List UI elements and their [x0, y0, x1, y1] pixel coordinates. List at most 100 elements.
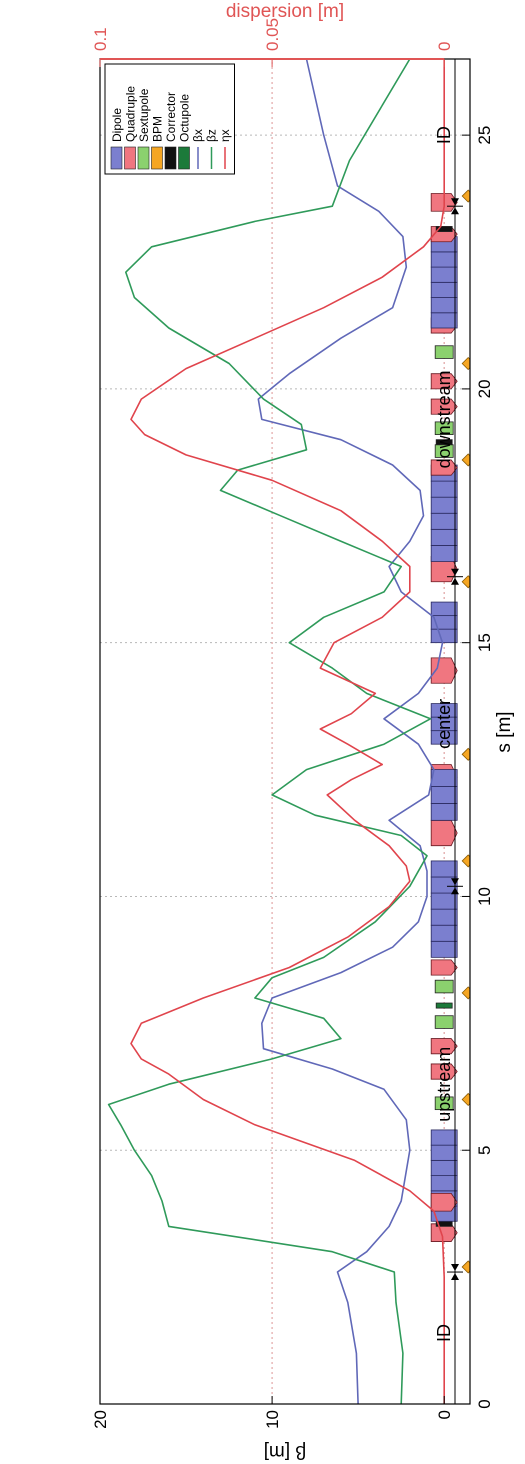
dipole-cell: [430, 940, 458, 958]
lattice-elements: [430, 189, 470, 1274]
y-tick-label: 10: [263, 1410, 282, 1429]
bpm-marker: [461, 747, 470, 761]
arrow-right: [451, 878, 459, 886]
x-tick-label: 0: [475, 1399, 494, 1408]
optics-curves: [107, 59, 446, 1404]
quadrupole-element: [430, 1038, 458, 1055]
bpm-marker: [461, 854, 470, 868]
right-tick-label: 0: [435, 42, 454, 51]
legend-swatch: [164, 146, 177, 170]
x-tick-label: 10: [475, 887, 494, 906]
bpm-marker: [461, 453, 470, 467]
arrow-right: [451, 1264, 459, 1272]
quadrupole-element: [430, 819, 458, 847]
quadrupole-element: [430, 1223, 458, 1242]
legend-label: Octupole: [178, 94, 192, 142]
octupole-element: [435, 1002, 453, 1009]
right-tick-label: 0.1: [91, 27, 110, 51]
dipole-cell: [430, 769, 458, 787]
sextupole-element: [434, 979, 454, 994]
section-label: ID: [434, 126, 454, 144]
dipole-cell: [430, 892, 458, 910]
legend: Dipole Quadruple Sextupole BPM Corrector Octu…: [104, 63, 235, 175]
dipole-cell: [430, 266, 458, 283]
dipole-cell: [430, 1159, 458, 1177]
dipole-cell: [430, 908, 458, 926]
beta_z-line: [107, 59, 432, 1404]
bpm-marker: [461, 356, 470, 371]
y-tick-label: 20: [91, 1410, 110, 1429]
quadrupole-element: [430, 1063, 458, 1080]
legend-label: Quadruple: [124, 86, 138, 142]
right-tick-label: 0.05: [263, 18, 282, 51]
legend-label: Dipole: [110, 108, 124, 142]
dipole-cell: [430, 628, 458, 644]
axes: 0 5 10 15 20 25 0 10 20 0 0.05 0.1: [91, 18, 494, 1429]
legend-box: [104, 63, 235, 175]
dipole-cell: [430, 528, 458, 546]
dipole-cell: [430, 860, 458, 878]
section-label: downstream: [434, 370, 454, 468]
bpm-marker: [461, 189, 470, 203]
dipole-cell: [430, 786, 458, 804]
arrow-left: [451, 1273, 459, 1281]
sextupole-element: [434, 1015, 454, 1029]
section-label: upstream: [434, 1047, 454, 1122]
x-tick-label: 5: [475, 1145, 494, 1154]
x-tick-label: 15: [475, 633, 494, 652]
dipole-cell: [430, 1144, 458, 1161]
dipole-cell: [430, 251, 458, 268]
legend-label: BPM: [151, 116, 165, 142]
quadrupole-element: [430, 459, 458, 476]
sextupole-element: [434, 345, 454, 359]
arrow-right: [451, 198, 459, 206]
corrector-element: [435, 439, 453, 446]
quadrupole-element: [430, 1192, 458, 1212]
section-label: center: [434, 699, 454, 749]
sextupole-element: [434, 421, 454, 435]
dipole-cell: [430, 544, 458, 562]
x-tick-label: 20: [475, 379, 494, 398]
eta_x-line: [130, 59, 446, 1404]
dipole-cell: [430, 924, 458, 942]
dipole-cell: [430, 297, 458, 314]
legend-swatch: [124, 146, 136, 170]
quadrupole-element: [430, 373, 458, 390]
bpm-marker: [461, 986, 470, 1000]
dipole-cell: [430, 1129, 458, 1146]
bpm-marker: [461, 1260, 470, 1274]
y-tick-label: 0: [435, 1410, 454, 1419]
dipole-cell: [430, 281, 458, 298]
legend-swatch: [137, 146, 150, 170]
x-axis-label: s [m]: [494, 711, 515, 752]
dipole-cell: [430, 312, 458, 329]
quadrupole-element: [430, 398, 458, 415]
dipole-cell: [430, 1175, 458, 1192]
legend-swatch: [151, 146, 163, 170]
section-markers: ID upstream center downstream ID: [434, 59, 463, 1404]
sextupole-element: [434, 1096, 454, 1111]
arrow-left: [451, 577, 459, 585]
y-axis-label: β [m]: [264, 1441, 307, 1462]
section-label: ID: [434, 1324, 454, 1342]
legend-label: βx: [191, 129, 205, 142]
right-axis-label: dispersion [m]: [226, 1, 344, 22]
quadrupole-element: [430, 959, 458, 976]
arrow-left: [451, 887, 459, 895]
bpm-marker: [461, 575, 470, 589]
legend-swatch: [110, 146, 123, 170]
dipole-cell: [430, 512, 458, 530]
arrow-left: [451, 207, 459, 215]
legend-label: βz: [205, 129, 219, 142]
legend-label: ηx: [218, 129, 232, 142]
dipole-cell: [430, 496, 458, 514]
plot-background: [100, 59, 470, 1404]
x-tick-label: 25: [475, 126, 494, 145]
beta_x-line: [257, 59, 444, 1404]
legend-swatch: [178, 146, 190, 170]
legend-label: Corrector: [164, 92, 178, 142]
dipole-cell: [430, 480, 458, 498]
arrow-right: [451, 568, 459, 576]
